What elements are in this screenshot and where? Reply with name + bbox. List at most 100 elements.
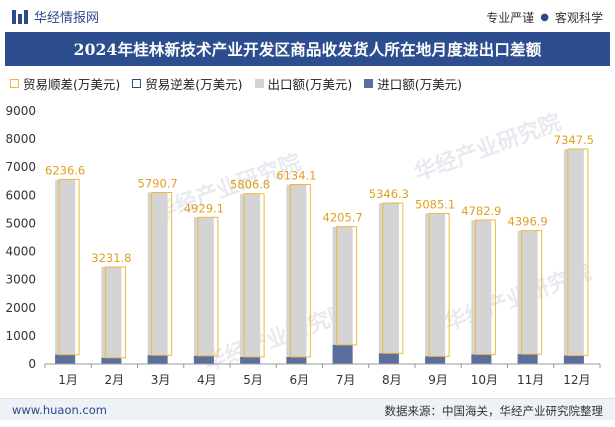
import-bar	[55, 354, 76, 364]
export-bar	[193, 217, 214, 364]
data-label: 7347.5	[554, 133, 594, 147]
data-label: 4205.7	[323, 211, 363, 225]
tagline: 专业严谨 ● 客观科学	[486, 9, 603, 26]
footer: www.huaon.com 数据来源：中国海关，华经产业研究院整理	[0, 398, 615, 420]
chart-title: 2024年桂林新技术产业开发区商品收发货人所在地月度进出口差额	[73, 40, 542, 59]
legend-label-export: 出口额(万美元)	[267, 77, 353, 92]
data-label: 5806.8	[230, 178, 270, 192]
import-bar	[240, 356, 261, 364]
import-bar	[193, 355, 214, 364]
import-bar	[147, 355, 168, 364]
surplus-bar	[243, 193, 265, 358]
tag-left: 专业严谨	[486, 11, 535, 25]
data-label: 4929.1	[184, 201, 224, 215]
data-label: 6134.1	[276, 169, 316, 183]
x-tick-label: 10月	[471, 373, 498, 387]
y-tick-label: 0	[28, 357, 36, 371]
export-bar	[517, 230, 538, 364]
export-bar	[332, 226, 353, 364]
import-bar	[101, 357, 122, 364]
legend-swatch-import	[364, 79, 374, 88]
surplus-bar	[58, 178, 80, 356]
y-tick-label: 8000	[5, 132, 36, 146]
x-tick-label: 12月	[563, 373, 590, 387]
surplus-bar	[197, 216, 219, 357]
x-tick-label: 11月	[517, 373, 544, 387]
surplus-bar	[336, 226, 358, 346]
legend-item-export: 出口额(万美元)	[254, 74, 353, 93]
import-bar	[471, 354, 492, 364]
x-tick-label: 6月	[290, 373, 310, 387]
y-tick-label: 7000	[5, 160, 36, 174]
footer-url[interactable]: www.huaon.com	[12, 403, 107, 417]
data-label: 5790.7	[138, 177, 178, 191]
x-tick-label: 7月	[336, 373, 356, 387]
export-bar	[55, 179, 76, 364]
import-bar	[425, 356, 446, 364]
bars: 6236.6 3231.8 5790.7 4929.1 5806.8 6134.1 4205…	[45, 133, 594, 364]
logo-icon	[12, 9, 28, 25]
title-bar: 2024年桂林新技术产业开发区商品收发货人所在地月度进出口差额	[5, 32, 610, 66]
x-axis: 1月 2月 3月 4月 5月 6月 7月 8月 9月 10月 11月 12月	[44, 363, 601, 387]
data-label: 4782.9	[461, 204, 501, 218]
export-bar	[471, 220, 492, 364]
legend: 贸易顺差(万美元) 贸易逆差(万美元) 出口额(万美元) 进口额(万美元)	[10, 74, 462, 93]
surplus-bar	[151, 192, 173, 356]
surplus-bar	[289, 184, 311, 358]
x-tick-label: 8月	[382, 373, 402, 387]
legend-item-surplus: 贸易顺差(万美元)	[10, 74, 120, 93]
export-bar	[101, 267, 122, 364]
surplus-bar	[382, 202, 404, 354]
import-bar	[378, 353, 399, 364]
data-label: 3231.8	[91, 251, 131, 265]
legend-swatch-surplus	[10, 79, 19, 88]
brand: 华经情报网	[12, 7, 99, 26]
export-bar	[286, 184, 307, 364]
x-tick-label: 4月	[197, 373, 217, 387]
surplus-bar	[521, 230, 543, 355]
x-tick-label: 2月	[105, 373, 125, 387]
legend-swatch-deficit	[132, 79, 142, 88]
export-bar	[147, 192, 168, 364]
y-tick-label: 5000	[5, 216, 36, 230]
export-bar	[563, 149, 584, 364]
data-label: 5346.3	[369, 187, 409, 201]
surplus-bar	[567, 148, 589, 357]
x-tick-label: 5月	[243, 373, 263, 387]
data-label: 6236.6	[45, 163, 85, 177]
x-tick-label: 1月	[58, 373, 78, 387]
legend-item-deficit: 贸易逆差(万美元)	[132, 74, 243, 93]
y-tick-label: 3000	[5, 273, 36, 287]
y-axis: 0 1000 2000 3000 4000 5000 6000 7000 8000 9000	[5, 104, 36, 371]
top-bar: 华经情报网 专业严谨 ● 客观科学	[0, 0, 615, 32]
legend-label-deficit: 贸易逆差(万美元)	[145, 77, 243, 92]
chart-svg: 0 1000 2000 3000 4000 5000 6000 7000 8000 9000 62…	[5, 104, 601, 387]
surplus-bar	[428, 212, 450, 357]
data-label: 4396.9	[508, 215, 548, 229]
export-bar	[240, 193, 261, 364]
export-bar	[425, 213, 446, 364]
x-tick-label: 9月	[428, 373, 448, 387]
export-bar	[378, 203, 399, 364]
brand-name: 华经情报网	[34, 11, 100, 26]
legend-label-import: 进口额(万美元)	[377, 77, 463, 92]
data-label: 5085.1	[415, 197, 455, 211]
import-bar	[563, 355, 584, 364]
surplus-bar	[104, 266, 126, 359]
y-tick-label: 6000	[5, 188, 36, 202]
y-tick-label: 9000	[5, 104, 36, 118]
import-bar	[332, 344, 353, 364]
legend-label-surplus: 贸易顺差(万美元)	[23, 77, 121, 92]
x-tick-label: 3月	[151, 373, 171, 387]
surplus-bar	[474, 219, 496, 355]
y-tick-label: 1000	[5, 329, 36, 343]
footer-source: 数据来源：中国海关，华经产业研究院整理	[384, 404, 604, 418]
import-bar	[517, 354, 538, 364]
y-tick-label: 4000	[5, 245, 36, 259]
dot-icon: ●	[540, 12, 549, 23]
import-bar	[286, 356, 307, 364]
legend-swatch-export	[254, 79, 264, 88]
tag-right: 客观科学	[554, 11, 603, 25]
legend-item-import: 进口额(万美元)	[364, 74, 462, 93]
y-tick-label: 2000	[5, 301, 36, 315]
